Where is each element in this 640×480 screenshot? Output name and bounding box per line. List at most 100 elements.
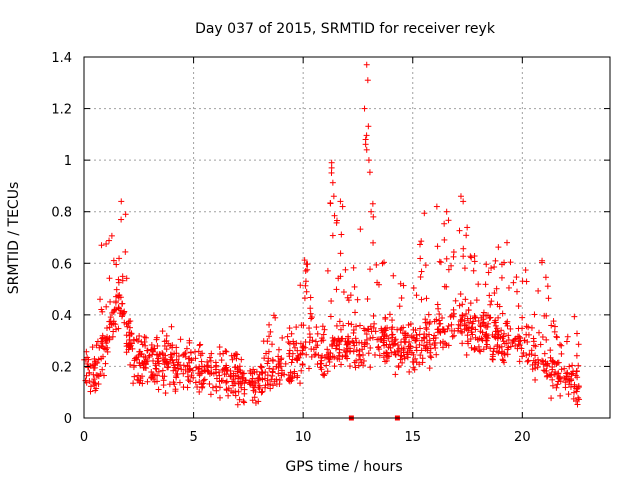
data-point — [567, 383, 574, 390]
data-point — [548, 322, 555, 329]
data-point — [282, 360, 289, 367]
data-point — [117, 307, 124, 314]
data-point — [184, 384, 191, 391]
data-point — [260, 338, 267, 345]
data-point — [365, 350, 372, 357]
data-point — [564, 369, 571, 376]
data-point — [436, 258, 443, 265]
data-point — [96, 344, 103, 351]
data-point — [366, 169, 373, 176]
data-point — [519, 353, 526, 360]
data-point — [488, 265, 495, 272]
data-point — [404, 332, 411, 339]
data-point — [286, 378, 293, 385]
data-point — [347, 292, 354, 299]
data-point — [98, 306, 105, 313]
data-point — [95, 381, 102, 388]
data-point — [467, 300, 474, 307]
data-point — [351, 283, 358, 290]
data-point — [399, 359, 406, 366]
data-point — [356, 322, 363, 329]
data-point — [394, 342, 401, 349]
y-tick-labels: 0 0.2 0.4 0.6 0.8 1 1.2 1.4 — [51, 51, 72, 427]
data-point — [353, 323, 360, 330]
data-point — [236, 396, 243, 403]
data-point — [336, 349, 343, 356]
data-point — [298, 367, 305, 374]
data-point — [498, 327, 505, 334]
data-point-peak — [361, 105, 368, 112]
data-point — [328, 169, 335, 176]
data-point — [502, 320, 509, 327]
data-point — [547, 354, 554, 361]
data-point — [197, 352, 204, 359]
data-point — [373, 261, 380, 268]
data-point — [558, 366, 565, 373]
data-point — [553, 384, 560, 391]
data-point — [459, 301, 466, 308]
data-point — [333, 286, 340, 293]
data-point — [180, 370, 187, 377]
y-tick-label: 1 — [64, 154, 72, 169]
data-point — [541, 350, 548, 357]
data-point — [286, 325, 293, 332]
data-point — [173, 344, 180, 351]
data-point — [198, 384, 205, 391]
data-point — [528, 324, 535, 331]
data-point — [396, 303, 403, 310]
data-point — [113, 261, 120, 268]
data-point — [547, 347, 554, 354]
data-point — [549, 363, 556, 370]
data-point — [144, 358, 151, 365]
data-point — [103, 335, 110, 342]
data-point — [131, 357, 138, 364]
data-point — [267, 381, 274, 388]
data-point — [219, 367, 226, 374]
data-point — [266, 333, 273, 340]
data-point — [314, 330, 321, 337]
data-point — [461, 265, 468, 272]
data-point — [279, 334, 286, 341]
data-point — [171, 381, 178, 388]
data-point-peak — [364, 77, 371, 84]
data-point — [448, 262, 455, 269]
data-point — [573, 388, 580, 395]
data-point — [480, 312, 487, 319]
data-point — [563, 338, 570, 345]
data-point — [288, 375, 295, 382]
data-point — [470, 267, 477, 274]
data-point — [157, 351, 164, 358]
data-point — [495, 349, 502, 356]
data-point — [441, 340, 448, 347]
data-point — [324, 267, 331, 274]
data-point — [417, 273, 424, 280]
data-point — [575, 362, 582, 369]
data-point — [495, 244, 502, 251]
data-point — [230, 376, 237, 383]
data-point — [209, 384, 216, 391]
data-point — [489, 355, 496, 362]
data-point — [136, 379, 143, 386]
data-point-peak — [457, 193, 464, 200]
data-point — [111, 306, 118, 313]
data-point — [146, 352, 153, 359]
data-point — [416, 241, 423, 248]
data-point — [516, 342, 523, 349]
data-point — [344, 340, 351, 347]
data-point — [445, 266, 452, 273]
data-point — [148, 374, 155, 381]
data-point — [148, 341, 155, 348]
data-point — [106, 275, 113, 282]
data-point — [383, 341, 390, 348]
data-point — [86, 370, 93, 377]
data-point — [174, 370, 181, 377]
data-point — [467, 253, 474, 260]
data-point — [550, 358, 557, 365]
data-point — [266, 365, 273, 372]
data-point — [523, 278, 530, 285]
data-point — [573, 352, 580, 359]
data-point — [200, 380, 207, 387]
data-point — [89, 344, 96, 351]
